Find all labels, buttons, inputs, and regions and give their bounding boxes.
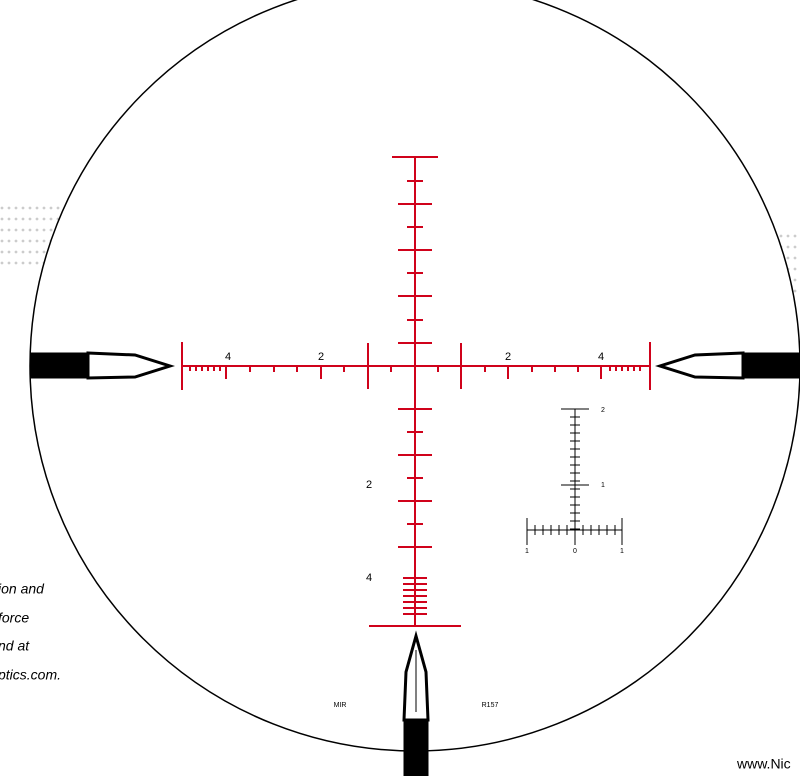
dot <box>0 250 4 254</box>
dot <box>21 261 25 265</box>
dot <box>14 261 18 265</box>
model: MIR <box>334 702 347 709</box>
dot <box>21 206 25 210</box>
dot <box>42 206 46 210</box>
dot <box>793 234 797 238</box>
dot <box>786 256 790 260</box>
dot <box>35 206 39 210</box>
dot <box>793 267 797 271</box>
dot <box>28 206 32 210</box>
dot <box>14 228 18 232</box>
dot <box>21 217 25 221</box>
dot <box>7 228 11 232</box>
dot <box>42 228 46 232</box>
inset-label: 1 <box>525 548 529 555</box>
dot <box>14 250 18 254</box>
dot <box>42 239 46 243</box>
dot <box>35 261 39 265</box>
inset-label: 1 <box>601 482 605 489</box>
dot <box>0 239 4 243</box>
dot <box>49 228 53 232</box>
footer: www.Nic <box>736 756 791 772</box>
dot <box>21 250 25 254</box>
dot <box>7 261 11 265</box>
side-text: ptics.com. <box>0 667 61 683</box>
dot <box>42 217 46 221</box>
dot <box>786 245 790 249</box>
inset-label: 0 <box>573 548 577 555</box>
v-label: 4 <box>366 572 372 584</box>
h-label: 2 <box>505 351 511 363</box>
dot <box>14 239 18 243</box>
dot <box>35 217 39 221</box>
dot <box>793 289 797 293</box>
dot <box>14 206 18 210</box>
dot <box>35 239 39 243</box>
dot <box>793 256 797 260</box>
h-label: 2 <box>318 351 324 363</box>
dot <box>42 250 46 254</box>
side-text: nd at <box>0 638 30 654</box>
posts <box>29 351 800 776</box>
inset-reticle <box>526 408 623 545</box>
side-text: force <box>0 610 29 626</box>
dot <box>793 245 797 249</box>
h-label: 4 <box>225 351 231 363</box>
dot <box>0 261 4 265</box>
dot <box>21 228 25 232</box>
dot <box>7 250 11 254</box>
dot <box>28 250 32 254</box>
dot <box>7 217 11 221</box>
dot <box>0 206 4 210</box>
inset-label: 1 <box>620 548 624 555</box>
dot <box>0 228 4 232</box>
dot <box>14 217 18 221</box>
dot <box>779 234 783 238</box>
dot <box>28 217 32 221</box>
h-label: 4 <box>598 351 604 363</box>
dot <box>28 239 32 243</box>
dot <box>28 261 32 265</box>
dot <box>786 234 790 238</box>
dot <box>793 278 797 282</box>
side-text: ion and <box>0 581 45 597</box>
v-label: 2 <box>366 479 372 491</box>
dot <box>28 228 32 232</box>
dot <box>7 206 11 210</box>
dot <box>7 239 11 243</box>
dot <box>0 217 4 221</box>
dot <box>49 217 53 221</box>
dot <box>49 206 53 210</box>
inset-label: 2 <box>601 407 605 414</box>
dot <box>21 239 25 243</box>
dot <box>56 206 60 210</box>
dot <box>35 250 39 254</box>
red-reticle <box>181 156 651 627</box>
code: R157 <box>482 702 499 709</box>
dot <box>35 228 39 232</box>
